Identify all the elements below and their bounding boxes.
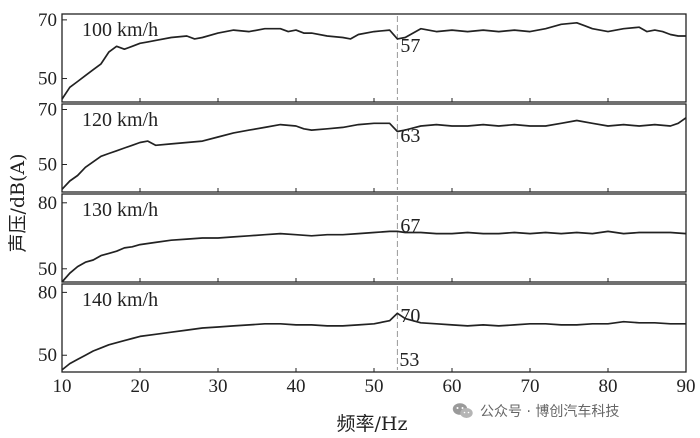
x-tick-label: 80 bbox=[599, 376, 618, 397]
annotation-label: 57 bbox=[400, 35, 420, 57]
x-tick-label: 30 bbox=[209, 376, 228, 397]
x-tick-label: 20 bbox=[131, 376, 150, 397]
panel-label: 130 km/h bbox=[82, 199, 158, 221]
watermark-text: 公众号 · 博创汽车科技 bbox=[480, 404, 620, 420]
y-tick-label: 50 bbox=[38, 155, 57, 176]
wechat-icon bbox=[452, 403, 473, 418]
x-tick-label: 90 bbox=[677, 376, 696, 397]
x-tick-label: 50 bbox=[365, 376, 384, 397]
annotation-label: 70 bbox=[400, 305, 420, 327]
series-line bbox=[61, 312, 686, 371]
y-tick-label: 70 bbox=[38, 100, 57, 121]
panel-2: 50 70 120 km/h 63 bbox=[38, 100, 687, 193]
annotation-label: 67 bbox=[400, 215, 420, 237]
y-tick-label: 50 bbox=[38, 69, 57, 90]
panel-4: 50 80 140 km/h 70 bbox=[38, 282, 687, 373]
y-tick-label: 80 bbox=[38, 193, 57, 214]
y-tick-label: 70 bbox=[38, 10, 57, 31]
panel-label: 100 km/h bbox=[82, 19, 158, 41]
y-tick-label: 50 bbox=[38, 259, 57, 280]
x-axis-title: 频率/Hz bbox=[337, 413, 408, 435]
y-tick-label: 50 bbox=[38, 345, 57, 366]
x-tick-label: 40 bbox=[287, 376, 306, 397]
x-axis: 10 20 30 40 50 60 70 80 90 bbox=[53, 376, 696, 397]
panel-1: 50 70 100 km/h 57 bbox=[38, 10, 687, 103]
series-line bbox=[61, 230, 687, 283]
y-tick-label: 80 bbox=[38, 282, 57, 303]
annotation-label: 63 bbox=[400, 125, 420, 147]
watermark: 公众号 · 博创汽车科技 bbox=[452, 400, 619, 422]
panel-label: 120 km/h bbox=[82, 109, 158, 131]
y-axis-title: 声压/dB(A) bbox=[7, 153, 29, 252]
x-tick-label: 70 bbox=[521, 376, 540, 397]
series-line bbox=[61, 21, 686, 100]
x-tick-label: 60 bbox=[443, 376, 462, 397]
marker-value-label: 53 bbox=[399, 349, 419, 371]
panel-3: 50 80 130 km/h 67 bbox=[38, 193, 687, 283]
panel-label: 140 km/h bbox=[82, 289, 158, 311]
series-line bbox=[61, 117, 687, 190]
x-tick-label: 10 bbox=[53, 376, 72, 397]
